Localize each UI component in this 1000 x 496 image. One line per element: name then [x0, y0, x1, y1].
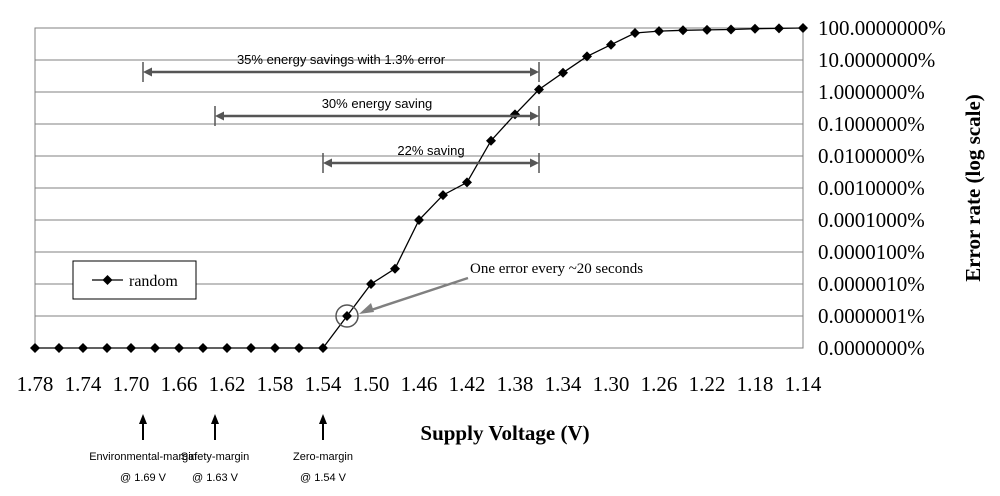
x-tick-label: 1.54 [305, 372, 342, 396]
y-tick-labels: 0.0000000% 0.0000001% 0.0000010% 0.0000100%… [818, 16, 946, 360]
legend-entry: random [129, 273, 178, 290]
margin-arrowhead [319, 414, 327, 424]
range-label: 35% energy savings with 1.3% error [237, 52, 446, 67]
data-point [678, 25, 688, 36]
range-arrowhead [530, 67, 539, 77]
margin-name: Zero-margin [293, 451, 353, 463]
data-point [630, 27, 640, 38]
data-point [294, 343, 304, 353]
legend: random [72, 260, 197, 300]
callout-arrow-line [364, 276, 469, 314]
y-tick-label: 0.0000100% [818, 240, 925, 264]
margin-markers: Environmental-margin @ 1.69 V Safety-margi… [89, 414, 353, 484]
range-arrowhead [530, 111, 539, 121]
callout-arrowhead [359, 303, 374, 314]
data-point [654, 26, 664, 37]
data-point [78, 343, 88, 353]
data-point [414, 215, 424, 225]
callout: One error every ~20 seconds [335, 261, 643, 328]
data-point [726, 24, 736, 35]
y-axis-label: Error rate (log scale) [961, 94, 985, 282]
range-arrowhead [143, 67, 152, 77]
data-point [606, 39, 616, 50]
x-tick-label: 1.26 [641, 372, 678, 396]
x-tick-label: 1.42 [449, 372, 486, 396]
data-point [174, 343, 184, 353]
x-tick-labels: 1.78 1.74 1.70 1.66 1.62 1.58 1.54 1.50 1.46 1.42… [17, 372, 822, 396]
x-tick-label: 1.22 [689, 372, 726, 396]
y-tick-label: 0.0000000% [818, 336, 925, 360]
x-tick-label: 1.74 [65, 372, 102, 396]
margin-arrowhead [139, 414, 147, 424]
range-arrowhead [323, 158, 332, 168]
y-tick-label: 1.0000000% [818, 80, 925, 104]
x-tick-label: 1.38 [497, 372, 534, 396]
data-point [270, 343, 280, 353]
data-point [702, 24, 712, 35]
data-point [462, 177, 472, 188]
margin-name: Safety-margin [181, 451, 249, 463]
data-point [102, 343, 112, 353]
x-tick-label: 1.50 [353, 372, 390, 396]
x-axis-label: Supply Voltage (V) [420, 421, 589, 445]
callout-label: One error every ~20 seconds [470, 261, 643, 277]
y-tick-label: 0.0000001% [818, 304, 925, 328]
x-tick-label: 1.62 [209, 372, 246, 396]
range-arrowhead [530, 158, 539, 168]
data-point [750, 23, 760, 34]
range-label: 30% energy saving [322, 96, 433, 111]
data-point [774, 23, 784, 34]
data-point [150, 343, 160, 353]
x-tick-label: 1.46 [401, 372, 438, 396]
data-point [222, 343, 232, 353]
data-point [438, 190, 448, 201]
range-annotations: 35% energy savings with 1.3% error 30% en… [142, 52, 540, 173]
y-tick-label: 0.0100000% [818, 144, 925, 168]
data-point [198, 343, 208, 353]
data-point [366, 279, 376, 289]
margin-value: @ 1.63 V [192, 472, 239, 484]
callout-circle [335, 304, 359, 328]
x-tick-label: 1.70 [113, 372, 150, 396]
data-point [318, 343, 328, 353]
y-tick-label: 10.0000000% [818, 48, 935, 72]
data-point [798, 23, 808, 33]
margin-value: @ 1.54 V [300, 472, 347, 484]
data-point [246, 343, 256, 353]
y-tick-label: 0.0010000% [818, 176, 925, 200]
data-point [390, 263, 400, 274]
data-point [342, 311, 352, 321]
x-tick-label: 1.58 [257, 372, 294, 396]
margin-name: Environmental-margin [89, 451, 197, 463]
range-label: 22% saving [397, 143, 464, 158]
data-point [126, 343, 136, 353]
y-tick-label: 100.0000000% [818, 16, 946, 40]
data-point [558, 67, 568, 78]
x-tick-label: 1.14 [785, 372, 822, 396]
x-tick-label: 1.18 [737, 372, 774, 396]
data-point [30, 343, 40, 353]
data-point [534, 84, 544, 95]
range-arrowhead [215, 111, 224, 121]
data-point [582, 51, 592, 62]
margin-arrowhead [211, 414, 219, 424]
x-tick-label: 1.34 [545, 372, 582, 396]
x-tick-label: 1.66 [161, 372, 198, 396]
data-point [486, 135, 496, 146]
x-tick-label: 1.30 [593, 372, 630, 396]
data-point [54, 343, 64, 353]
legend-marker-icon [102, 275, 113, 285]
series-points [30, 23, 808, 353]
x-tick-label: 1.78 [17, 372, 54, 396]
margin-value: @ 1.69 V [120, 472, 167, 484]
y-tick-label: 0.1000000% [818, 112, 925, 136]
y-tick-label: 0.0000010% [818, 272, 925, 296]
y-tick-label: 0.0001000% [818, 208, 925, 232]
